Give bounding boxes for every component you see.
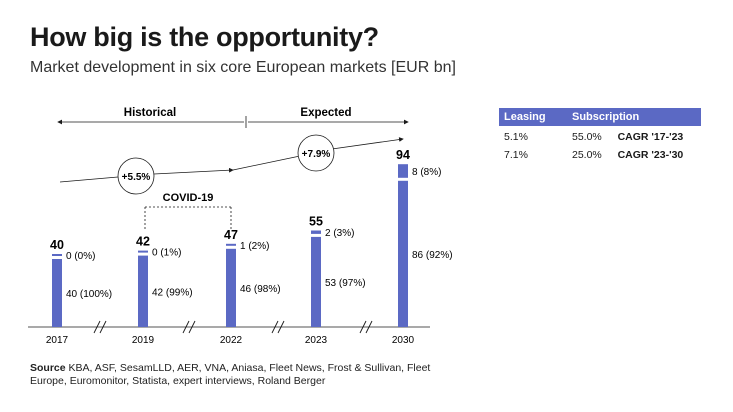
header-leasing: Leasing (499, 108, 567, 126)
axis-break-1-0 (182, 320, 190, 334)
source-note: Source KBA, ASF, SesamLLD, AER, VNA, Ani… (30, 362, 450, 388)
cagr-bubble-1 (117, 157, 155, 195)
label-subscription-2019: 0 (1%) (152, 248, 181, 259)
axis-break-0-0 (93, 320, 101, 334)
source-label: Source (30, 362, 66, 374)
row-2-leasing: 7.1% (504, 149, 528, 161)
historical-label: Historical (124, 107, 176, 119)
total-label-2017: 40 (50, 238, 64, 252)
covid-label: COVID-19 (163, 192, 214, 204)
page-title: How big is the opportunity? (30, 22, 379, 52)
total-label-2023: 55 (309, 215, 323, 229)
bar-leasing-2019 (138, 255, 148, 327)
label-leasing-2022: 46 (98%) (240, 284, 281, 295)
table-row: 7.1% 25.0% CAGR '23-'30 (499, 146, 701, 164)
trend-line-4 (331, 137, 404, 150)
row-1-leasing: 5.1% (504, 131, 528, 143)
tick-label-2022: 2022 (220, 335, 243, 346)
bar-subscription-2030 (398, 164, 408, 178)
axis-break-3-1 (365, 320, 373, 334)
axis-break-2-0 (271, 320, 279, 334)
axis-break-1-1 (188, 320, 196, 334)
label-leasing-2030: 86 (92%) (412, 250, 453, 261)
bar-leasing-2022 (226, 248, 236, 327)
trend-line-2 (153, 167, 234, 175)
label-leasing-2023: 53 (97%) (325, 278, 366, 289)
bar-leasing-2030 (398, 180, 408, 327)
tick-label-2017: 2017 (46, 335, 69, 346)
cagr-table: Leasing Subscription 5.1% 55.0% CAGR '17… (499, 108, 701, 164)
label-leasing-2019: 42 (99%) (152, 287, 193, 298)
bars-group: 40 (100%) 0 (0%)40 2017 42 (99%) 0 (1%)42 201… (46, 148, 453, 346)
label-subscription-2023: 2 (3%) (325, 228, 354, 239)
source-text: KBA, ASF, SesamLLD, AER, VNA, Aniasa, Fl… (30, 362, 431, 387)
axis-break-0-1 (99, 320, 107, 334)
cagr-table-header: Leasing Subscription (499, 108, 701, 126)
bar-leasing-2017 (52, 259, 62, 327)
tick-label-2023: 2023 (305, 335, 328, 346)
bar-leasing-2023 (311, 236, 321, 327)
axis-breaks (93, 320, 373, 334)
row-2-label: CAGR '23-'30 (617, 149, 684, 161)
total-label-2019: 42 (136, 235, 150, 249)
trend-line-1 (59, 176, 119, 183)
table-row: 5.1% 55.0% CAGR '17-'23 (499, 126, 701, 146)
cagr-bubble-2 (297, 134, 335, 172)
axis-break-2-1 (277, 320, 285, 334)
label-leasing-2017: 40 (100%) (66, 289, 112, 300)
label-subscription-2030: 8 (8%) (412, 167, 441, 178)
tick-label-2019: 2019 (132, 335, 155, 346)
cagr-bubble-1-label: +5.5% (122, 172, 151, 183)
row-2-subscription: 25.0% (572, 149, 602, 161)
total-label-2030: 94 (396, 148, 410, 162)
bar-subscription-2017 (52, 254, 62, 256)
label-subscription-2017: 0 (0%) (66, 251, 95, 262)
total-label-2022: 47 (224, 228, 238, 242)
cagr-bubble-2-label: +7.9% (302, 149, 331, 160)
label-subscription-2022: 1 (2%) (240, 241, 269, 252)
bar-subscription-2023 (311, 230, 321, 234)
expected-label: Expected (300, 107, 351, 119)
tick-label-2030: 2030 (392, 335, 415, 346)
axis-break-3-0 (359, 320, 367, 334)
page-subtitle: Market development in six core European … (30, 59, 456, 76)
row-1-label: CAGR '17-'23 (617, 131, 684, 143)
bar-subscription-2019 (138, 250, 148, 253)
trend-line-3 (232, 155, 301, 171)
bar-subscription-2022 (226, 243, 236, 246)
header-subscription: Subscription (567, 108, 701, 126)
row-1-subscription: 55.0% (572, 131, 602, 143)
